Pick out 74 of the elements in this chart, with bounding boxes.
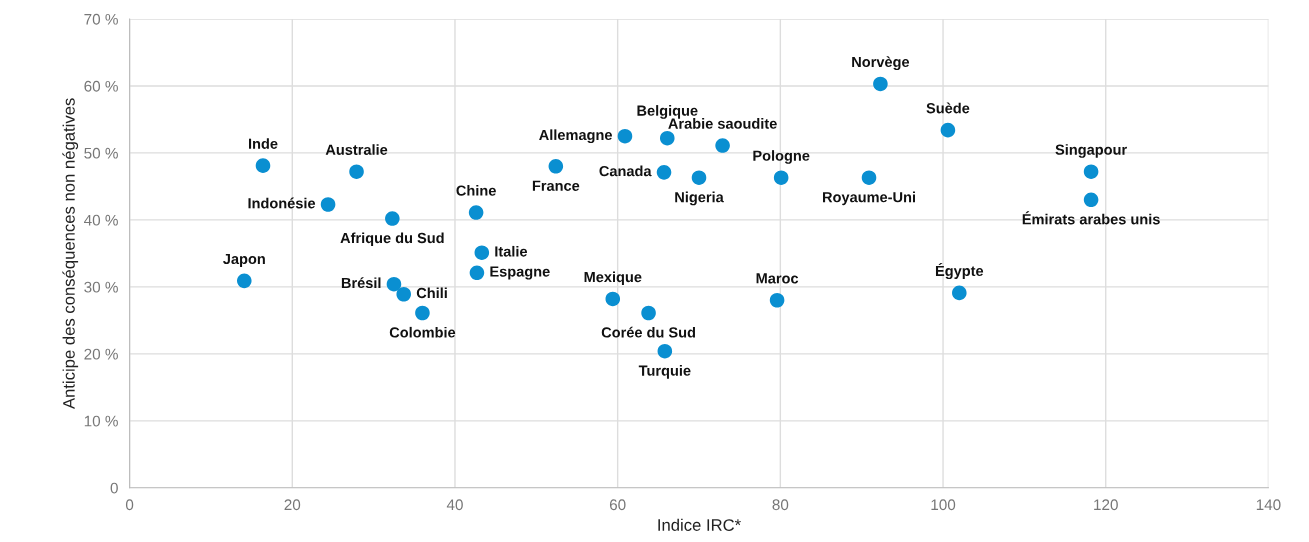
point (691, 170, 707, 185)
annotation: Émirats arabes unis (1022, 211, 1160, 225)
annotation: Singapour (1055, 144, 1127, 158)
annotation: Chili (416, 287, 447, 299)
annotation: Suède (926, 102, 970, 114)
annotation: Colombie (389, 326, 456, 338)
x-tick-label: 140 (1256, 499, 1281, 511)
point (469, 265, 485, 281)
annotation: Australie (325, 144, 388, 155)
annotation: Japon (223, 253, 265, 267)
x-tick-label: 0 (125, 499, 134, 511)
annotation: Royaume-Uni (823, 191, 915, 206)
x-tick-label: 40 (446, 499, 463, 511)
point (386, 276, 402, 292)
annotation: Égypte (935, 263, 984, 280)
annotation: Mexique (584, 271, 642, 286)
annotation: Italie (495, 245, 528, 257)
annotation: Norvège (852, 56, 910, 71)
annotation: Pologne (753, 150, 810, 164)
y-axis-title: Anticipe des conséquences non négatives (62, 98, 79, 409)
x-tick-label: 80 (772, 499, 789, 511)
y-tick-label: 10 % (84, 415, 118, 427)
annotation: Chine (456, 185, 496, 196)
annotation: Belgique (637, 105, 698, 119)
annotation: Canada (599, 165, 652, 177)
y-tick-label: 50 % (84, 147, 118, 159)
point (641, 305, 656, 321)
point (769, 292, 785, 308)
x-axis-title: Indice IRC* (658, 518, 741, 531)
point (349, 164, 364, 179)
point (1083, 192, 1099, 208)
y-tick-label: 40 % (84, 214, 118, 226)
point (861, 170, 877, 185)
point (657, 343, 673, 359)
y-tick-label: 20 % (84, 348, 118, 360)
point (660, 130, 675, 146)
annotation: Indonésie (248, 197, 316, 209)
x-tick-label: 100 (931, 499, 956, 511)
point (237, 273, 252, 289)
point (873, 76, 888, 92)
annotation: France (532, 180, 580, 191)
y-tick-label: 60 % (84, 80, 118, 92)
point (396, 286, 412, 302)
point (656, 165, 672, 180)
point (773, 170, 789, 185)
point (940, 122, 956, 138)
annotation: Turquie (638, 365, 691, 379)
annotation: Brésil (341, 277, 381, 289)
point (1083, 164, 1099, 179)
annotation: Afrique du Sud (340, 232, 444, 247)
point (617, 128, 633, 144)
point (605, 291, 621, 307)
annotation: Maroc (756, 273, 799, 284)
annotation: Nigeria (675, 191, 724, 206)
point (474, 245, 490, 260)
point (548, 159, 564, 174)
annotation: Arabie saoudite (668, 118, 777, 129)
annotation: Corée du Sud (601, 326, 696, 338)
annotation: Allemagne (539, 129, 612, 144)
point (468, 205, 484, 220)
annotation: Espagne (490, 266, 550, 280)
y-tick-label: 0 (110, 482, 118, 494)
point (320, 197, 336, 212)
annotation: Inde (248, 138, 278, 149)
point (715, 138, 730, 153)
x-tick-label: 60 (609, 499, 626, 511)
point (952, 285, 967, 301)
x-tick-label: 120 (1094, 499, 1118, 511)
y-tick-label: 70 % (84, 13, 118, 25)
y-tick-label: 30 % (84, 281, 118, 293)
point (415, 305, 430, 321)
point (255, 158, 271, 173)
x-tick-label: 20 (284, 499, 301, 511)
point (385, 211, 400, 226)
